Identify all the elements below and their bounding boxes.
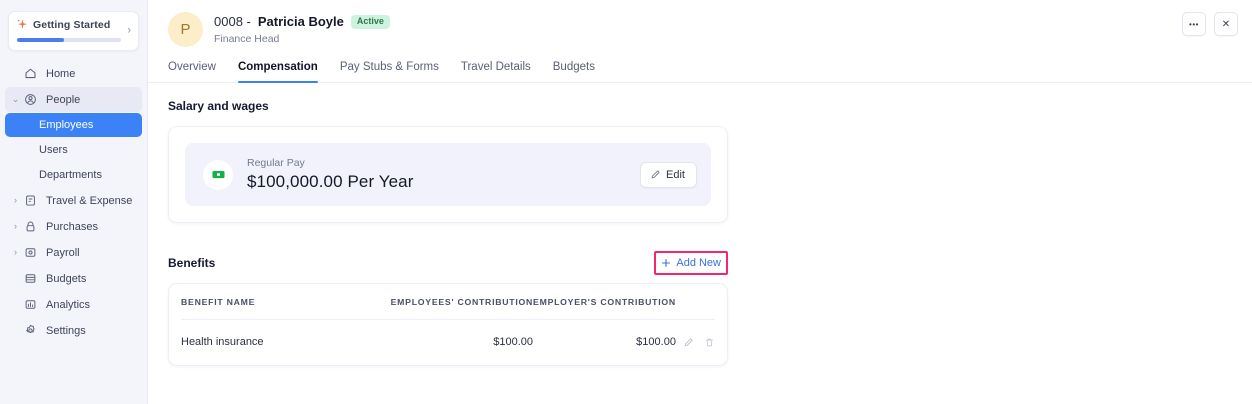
document-icon <box>22 194 39 207</box>
sidebar-item-payroll[interactable]: › Payroll <box>5 240 142 265</box>
sidebar-item-payroll-label: Payroll <box>46 246 80 259</box>
sidebar-item-users-label: Users <box>39 144 68 156</box>
benefits-table-card: BENEFIT NAME EMPLOYEES' CONTRIBUTION EMP… <box>168 283 728 366</box>
edit-pay-label: Edit <box>666 168 685 181</box>
employee-name-row: 0008 - Patricia Boyle Active <box>214 14 390 29</box>
edit-pay-button[interactable]: Edit <box>640 161 697 188</box>
salary-section-title: Salary and wages <box>168 99 269 113</box>
benefits-header: Benefits Add New <box>168 251 728 275</box>
sidebar-item-people[interactable]: ⌄ People <box>5 87 142 112</box>
cell-row-actions <box>676 320 715 366</box>
sidebar-item-home[interactable]: Home <box>5 61 142 86</box>
employee-identity: P 0008 - Patricia Boyle Active Finance H… <box>148 12 1252 47</box>
sidebar-item-analytics-label: Analytics <box>46 298 91 311</box>
chevron-right-icon[interactable]: › <box>14 195 17 205</box>
add-new-benefit-label: Add New <box>676 257 721 269</box>
benefits-table-body: Health insurance $100.00 $100.00 <box>181 320 715 366</box>
chevron-down-icon[interactable]: ⌄ <box>11 94 20 104</box>
employee-header: P 0008 - Patricia Boyle Active Finance H… <box>148 0 1252 47</box>
avatar: P <box>168 12 203 47</box>
trash-icon[interactable] <box>704 337 715 348</box>
salary-card: Regular Pay $100,000.00 Per Year Edit <box>168 126 728 223</box>
budget-icon <box>22 272 39 285</box>
chevron-right-icon[interactable]: › <box>127 24 131 37</box>
sidebar-item-people-label: People <box>46 93 81 106</box>
employee-info: 0008 - Patricia Boyle Active Finance Hea… <box>214 14 390 45</box>
sidebar-item-departments-label: Departments <box>39 169 102 181</box>
close-icon: ✕ <box>1221 18 1231 30</box>
sparkle-icon <box>17 19 28 30</box>
main-panel: P 0008 - Patricia Boyle Active Finance H… <box>148 0 1252 404</box>
status-badge: Active <box>350 14 390 29</box>
sidebar-item-departments[interactable]: Departments <box>5 163 142 187</box>
sidebar-item-travel-expense-label: Travel & Expense <box>46 194 133 207</box>
cell-benefit-name: Health insurance <box>181 336 264 348</box>
sidebar-item-budgets[interactable]: Budgets <box>5 266 142 291</box>
table-row: Health insurance $100.00 $100.00 <box>181 320 715 366</box>
header-actions: ••• ✕ <box>1182 12 1238 36</box>
sidebar-nav: Home ⌄ People Employees Users Depart <box>0 61 147 343</box>
getting-started-card[interactable]: Getting Started › <box>8 11 139 51</box>
benefits-section-title: Benefits <box>168 256 216 270</box>
compensation-content: Salary and wages Regular Pay $100,000.00… <box>148 83 1252 366</box>
column-benefit-name: BENEFIT NAME <box>181 284 391 320</box>
getting-started-row: Getting Started <box>17 19 130 31</box>
sidebar-item-analytics[interactable]: Analytics <box>5 292 142 317</box>
sidebar-item-settings[interactable]: Settings <box>5 318 142 343</box>
tab-budgets[interactable]: Budgets <box>552 61 595 73</box>
tab-bar: Overview Compensation Pay Stubs & Forms … <box>148 61 1252 83</box>
column-employers-contribution: EMPLOYER'S CONTRIBUTION <box>533 284 676 320</box>
regular-pay-row: Regular Pay $100,000.00 Per Year Edit <box>185 143 711 206</box>
regular-pay-label: Regular Pay <box>247 157 305 169</box>
person-circle-icon <box>22 93 39 106</box>
pencil-icon <box>650 169 661 180</box>
chevron-right-icon[interactable]: › <box>14 221 17 231</box>
add-new-highlight-box: Add New <box>654 251 728 275</box>
add-new-benefit-button[interactable]: Add New <box>661 257 721 269</box>
payroll-icon <box>22 246 39 259</box>
sidebar-item-purchases[interactable]: › Purchases <box>5 214 142 239</box>
tab-compensation[interactable]: Compensation <box>237 61 318 83</box>
sidebar-item-users[interactable]: Users <box>5 138 142 162</box>
sidebar-item-employees-label: Employees <box>39 119 94 131</box>
lock-icon <box>22 220 39 233</box>
ellipsis-icon: ••• <box>1189 19 1199 29</box>
regular-pay-text: Regular Pay $100,000.00 Per Year <box>247 157 640 192</box>
tab-travel-details[interactable]: Travel Details <box>460 61 531 73</box>
cell-employee-contribution: $100.00 <box>493 336 534 348</box>
column-actions <box>675 284 715 320</box>
tab-overview[interactable]: Overview <box>168 61 216 73</box>
sidebar-item-purchases-label: Purchases <box>46 220 98 233</box>
employee-job-title: Finance Head <box>214 33 280 45</box>
settings-gear-icon <box>22 324 39 337</box>
column-employees-contribution: EMPLOYEES' CONTRIBUTION <box>390 284 534 320</box>
getting-started-label: Getting Started <box>33 19 111 31</box>
employee-name: Patricia Boyle <box>257 14 344 29</box>
benefits-header-row: BENEFIT NAME EMPLOYEES' CONTRIBUTION EMP… <box>181 284 715 320</box>
employee-id: 0008 - <box>214 14 251 29</box>
benefits-table-head: BENEFIT NAME EMPLOYEES' CONTRIBUTION EMP… <box>181 284 715 320</box>
onboarding-progress-fill <box>17 38 64 42</box>
sidebar-item-settings-label: Settings <box>46 324 86 337</box>
home-icon <box>22 67 39 80</box>
analytics-icon <box>22 298 39 311</box>
sidebar-item-employees[interactable]: Employees <box>5 113 142 137</box>
chevron-right-icon[interactable]: › <box>14 247 17 257</box>
plus-icon <box>661 258 671 268</box>
tab-pay-stubs-forms[interactable]: Pay Stubs & Forms <box>339 61 439 73</box>
cell-employer-contribution: $100.00 <box>636 336 676 348</box>
regular-pay-amount: $100,000.00 Per Year <box>247 172 414 191</box>
sidebar: Getting Started › Home ⌄ <box>0 0 148 404</box>
sidebar-item-travel-expense[interactable]: › Travel & Expense <box>5 188 142 213</box>
pencil-icon[interactable] <box>683 337 694 348</box>
sidebar-item-budgets-label: Budgets <box>46 272 87 285</box>
money-bill-icon <box>203 159 233 190</box>
close-button[interactable]: ✕ <box>1214 12 1238 36</box>
sidebar-item-home-label: Home <box>46 67 76 80</box>
onboarding-progress-track <box>17 38 121 42</box>
benefits-table: BENEFIT NAME EMPLOYEES' CONTRIBUTION EMP… <box>181 284 715 365</box>
more-options-button[interactable]: ••• <box>1182 12 1206 36</box>
